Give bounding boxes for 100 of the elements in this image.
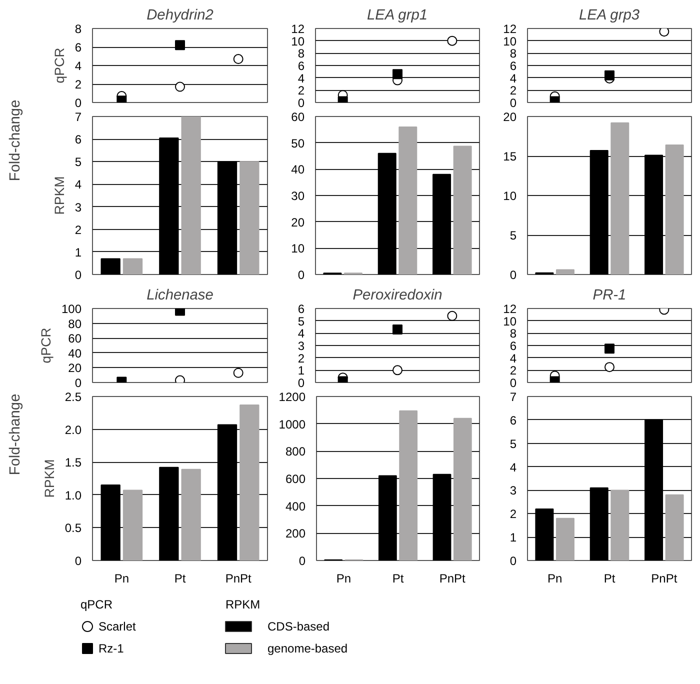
- bar: [432, 174, 452, 274]
- y-tick-label: 5: [74, 155, 82, 170]
- bar: [159, 466, 179, 560]
- y-tick-label: 5: [510, 436, 517, 451]
- x-tick-label: Pn: [336, 572, 352, 586]
- y-tick-label: 2: [510, 84, 517, 98]
- y-tick-label: 0: [74, 96, 82, 110]
- bar: [159, 137, 179, 274]
- bar: [240, 161, 260, 274]
- bar: [535, 508, 554, 560]
- chart-title: Lichenase: [146, 288, 214, 304]
- x-tick-label: PnPt: [651, 572, 678, 586]
- y-tick-label: 10: [291, 34, 305, 48]
- y-tick-label: 8: [298, 46, 305, 61]
- bar: [644, 419, 664, 560]
- y-tick-label: 2: [510, 507, 517, 522]
- y-tick-label: 60: [68, 332, 82, 346]
- y-tick-label: 0: [298, 554, 306, 568]
- chart-title: LEA grp1: [366, 8, 428, 24]
- y-tick-label: 4: [510, 71, 517, 86]
- y-tick-label: 400: [285, 499, 306, 514]
- x-tick-label: Pn: [547, 572, 562, 586]
- y-tick-label: 4: [298, 326, 305, 341]
- chart-title: PR-1: [592, 288, 626, 304]
- y-tick-label: 20: [291, 215, 305, 230]
- y-tick-label: 4: [74, 59, 82, 73]
- text: Fold-change: [8, 100, 24, 182]
- y-tick-label: 1: [74, 245, 82, 260]
- bar: [556, 269, 574, 274]
- bar: [240, 404, 260, 560]
- y-tick-label: 0: [298, 376, 305, 390]
- y-tick-label: 6: [74, 132, 82, 147]
- y-tick-label: 2: [74, 222, 82, 237]
- y-tick-label: 6: [298, 302, 305, 316]
- y-tick-label: 6: [298, 59, 305, 73]
- bar: [590, 487, 608, 560]
- bar: [217, 424, 238, 560]
- y-tick-label: 3: [74, 200, 82, 214]
- y-tick-label: 100: [61, 302, 82, 316]
- bar: [610, 490, 630, 560]
- y-tick-label: 12: [503, 302, 517, 316]
- y-tick-label: 1000: [278, 417, 306, 432]
- legend-label: Scarlet: [98, 620, 137, 634]
- chart-title: LEA grp3: [578, 8, 640, 24]
- y-axis-title: RPKM: [52, 176, 67, 215]
- y-tick-label: 50: [291, 136, 305, 150]
- y-tick-label: 4: [74, 178, 82, 192]
- bar: [453, 418, 472, 560]
- bar: [100, 258, 120, 274]
- y-tick-label: 1: [298, 364, 305, 378]
- y-tick-label: 15: [503, 150, 517, 164]
- point: [604, 344, 614, 354]
- bar: [665, 144, 684, 274]
- bar: [122, 258, 143, 274]
- y-tick-label: 4: [510, 460, 517, 474]
- bar: [610, 122, 630, 274]
- y-tick-label: 0: [510, 96, 517, 110]
- y-tick-label: 7: [510, 390, 517, 404]
- y-tick-label: 200: [285, 526, 306, 541]
- y-tick-label: 8: [510, 46, 517, 61]
- y-axis-title: RPKM: [42, 459, 57, 498]
- bar: [665, 494, 684, 560]
- legend-label: CDS-based: [268, 620, 330, 634]
- bar: [378, 475, 397, 560]
- y-tick-label: 80: [68, 316, 82, 331]
- x-tick-label: Pt: [392, 572, 404, 586]
- y-tick-label: 0: [510, 268, 517, 282]
- y-tick-label: 12: [503, 22, 517, 36]
- y-tick-label: 10: [503, 34, 517, 48]
- y-tick-label: 1: [510, 530, 517, 545]
- bar: [378, 152, 396, 274]
- y-tick-label: 2: [510, 364, 517, 378]
- text: Fold-change: [8, 394, 24, 476]
- y-tick-label: 30: [291, 189, 305, 203]
- x-tick-label: PnPt: [439, 572, 466, 586]
- y-tick-label: 8: [74, 22, 82, 36]
- y-tick-label: 0: [74, 554, 82, 568]
- y-tick-label: 1.5: [64, 456, 82, 470]
- bar: [644, 154, 664, 274]
- bar: [590, 150, 608, 274]
- y-tick-label: 6: [510, 413, 517, 428]
- x-tick-label: Pt: [604, 572, 616, 586]
- y-tick-label: 2: [298, 84, 305, 98]
- y-tick-label: 10: [503, 189, 517, 203]
- bar: [100, 484, 120, 560]
- y-tick-label: 10: [503, 314, 517, 328]
- bar: [556, 518, 574, 560]
- x-tick-label: Pt: [174, 572, 186, 586]
- y-tick-label: 4: [298, 71, 305, 86]
- y-tick-label: 20: [503, 110, 517, 124]
- bar: [217, 161, 238, 274]
- bar: [432, 474, 452, 560]
- point: [392, 365, 402, 376]
- y-tick-label: 0: [74, 376, 82, 390]
- point: [447, 310, 458, 321]
- y-tick-label: 60: [291, 110, 305, 124]
- y-tick-label: 7: [74, 110, 82, 124]
- bar: [453, 146, 472, 274]
- y-tick-label: 3: [298, 339, 305, 353]
- bar: [181, 116, 201, 274]
